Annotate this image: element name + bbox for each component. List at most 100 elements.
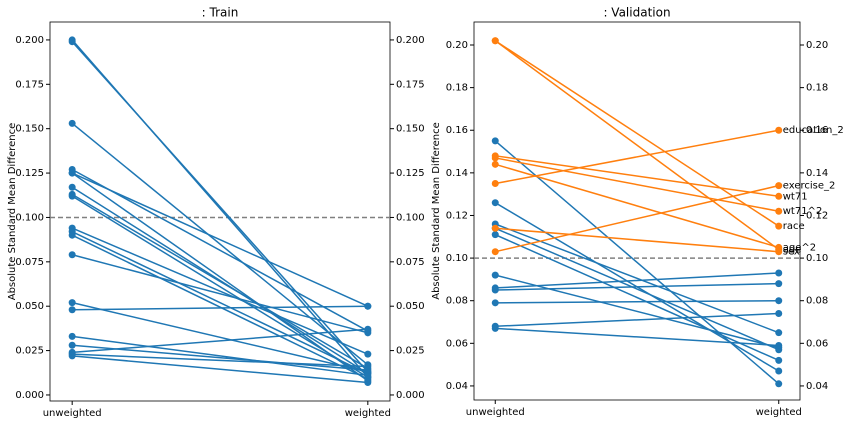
slope-line	[71, 230, 369, 375]
point	[775, 341, 783, 349]
point	[491, 37, 499, 45]
series-label: exercise_2	[783, 181, 836, 192]
slope-line	[495, 163, 779, 249]
chart-title: : Train	[202, 6, 239, 20]
slope-line	[494, 40, 780, 227]
y-tick-label: 0.200	[15, 35, 44, 46]
point	[775, 207, 783, 215]
y-tick-label: 0.125	[15, 168, 44, 179]
y2-tick-label: 0.18	[806, 83, 828, 94]
slope-line	[495, 274, 779, 349]
y-tick-label: 0.08	[446, 296, 468, 307]
point	[364, 302, 372, 310]
plot-frame	[49, 21, 391, 402]
y2-tick-label: 0.10	[806, 253, 828, 264]
slope-line	[71, 122, 369, 366]
x-tick-label: unweighted	[43, 408, 102, 419]
y-tick-label: 0.18	[446, 83, 468, 94]
series-label: wt71	[783, 191, 808, 202]
slope-line	[71, 234, 369, 380]
y-tick-label: 0.150	[15, 124, 44, 135]
point	[775, 280, 783, 288]
point	[775, 380, 783, 388]
series-label: race	[783, 221, 805, 232]
y2-tick-label: 0.050	[396, 301, 425, 312]
point	[68, 169, 76, 177]
y-tick-label: 0.14	[446, 168, 468, 179]
point	[491, 286, 499, 294]
point	[68, 251, 76, 259]
point	[68, 183, 76, 191]
point	[68, 306, 76, 314]
y-tick-label: 0.100	[15, 212, 44, 223]
slope-line	[495, 312, 779, 328]
y2-tick-label: 0.075	[396, 257, 425, 268]
point	[775, 222, 783, 230]
point	[775, 367, 783, 375]
y2-tick-label: 0.04	[806, 381, 828, 392]
point	[775, 297, 783, 305]
point	[68, 352, 76, 360]
x-tick-label: unweighted	[466, 407, 525, 418]
slope-line	[71, 254, 369, 334]
y-axis-label: Absolute Standard Mean Difference	[7, 123, 18, 301]
y2-tick-label: 0.12	[806, 210, 828, 221]
slope-line	[72, 344, 368, 371]
point	[491, 324, 499, 332]
y-tick-label: 0.025	[15, 346, 44, 357]
point	[68, 332, 76, 340]
y2-tick-label: 0.150	[396, 124, 425, 135]
y2-tick-label: 0.000	[396, 390, 425, 401]
y-tick-label: 0.12	[446, 210, 468, 221]
y2-tick-label: 0.200	[396, 35, 425, 46]
y-tick-label: 0.04	[446, 381, 468, 392]
chart-title: : Validation	[603, 6, 670, 20]
x-tick-label: weighted	[756, 407, 802, 418]
point	[491, 248, 499, 256]
series-label: age	[783, 245, 802, 256]
point	[491, 180, 499, 188]
point	[491, 271, 499, 279]
slope-line	[495, 184, 779, 253]
slope-line	[72, 301, 368, 373]
point	[775, 269, 783, 277]
point	[364, 325, 372, 333]
y2-tick-label: 0.14	[806, 168, 828, 179]
series-label: age^2	[783, 242, 816, 253]
slope-line	[494, 223, 780, 334]
x-tick-label: weighted	[345, 408, 391, 419]
y2-tick-label: 0.025	[396, 346, 425, 357]
slope-line	[72, 355, 368, 384]
slope-line	[495, 327, 779, 347]
slope-line	[71, 186, 369, 375]
point	[68, 119, 76, 127]
slope-line	[72, 328, 368, 354]
point	[491, 199, 499, 207]
point	[491, 160, 499, 168]
slope-line	[495, 227, 779, 253]
slope-line	[495, 299, 779, 304]
point	[775, 182, 783, 190]
slope-line	[72, 353, 368, 368]
y2-tick-label: 0.08	[806, 296, 828, 307]
point	[491, 154, 499, 162]
point	[68, 299, 76, 307]
slope-line	[495, 155, 779, 198]
slope-line	[494, 233, 780, 362]
slope-line	[495, 282, 779, 291]
point	[491, 137, 499, 145]
point	[775, 356, 783, 364]
point	[775, 248, 783, 256]
point	[68, 231, 76, 239]
point	[364, 371, 372, 379]
y2-tick-label: 0.16	[806, 125, 828, 136]
slope-line	[494, 227, 780, 351]
point	[68, 341, 76, 349]
point	[491, 299, 499, 307]
series-label: sex	[783, 247, 800, 258]
point	[775, 309, 783, 317]
point	[364, 363, 372, 371]
point	[364, 379, 372, 387]
